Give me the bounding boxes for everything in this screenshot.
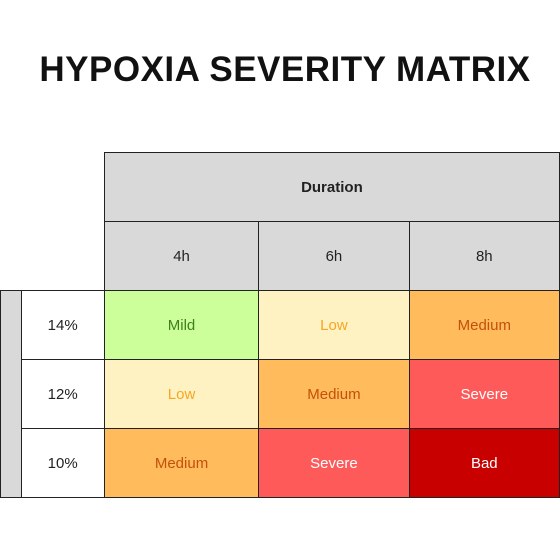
- column-header: 8h: [408, 221, 560, 291]
- row-label: 12%: [20, 359, 105, 429]
- cell: Medium: [103, 428, 260, 498]
- cell: Severe: [408, 359, 560, 429]
- row-group-header: [0, 290, 22, 498]
- column-group-header: Duration: [103, 152, 560, 222]
- cell: Mild: [103, 290, 260, 360]
- cell: Medium: [408, 290, 560, 360]
- severity-table: Duration 4h 6h 8h 14% Mild Low Medium 12…: [0, 152, 560, 498]
- cell: Low: [103, 359, 260, 429]
- row-label: 14%: [20, 290, 105, 360]
- title: HYPOXIA SEVERITY MATRIX: [39, 50, 531, 89]
- cell: Bad: [408, 428, 560, 498]
- corner: [1, 153, 105, 291]
- column-header: 4h: [103, 221, 260, 291]
- row-label: 10%: [20, 428, 105, 498]
- column-header: 6h: [258, 221, 410, 291]
- cell: Medium: [258, 359, 410, 429]
- cell: Severe: [258, 428, 410, 498]
- cell: Low: [258, 290, 410, 360]
